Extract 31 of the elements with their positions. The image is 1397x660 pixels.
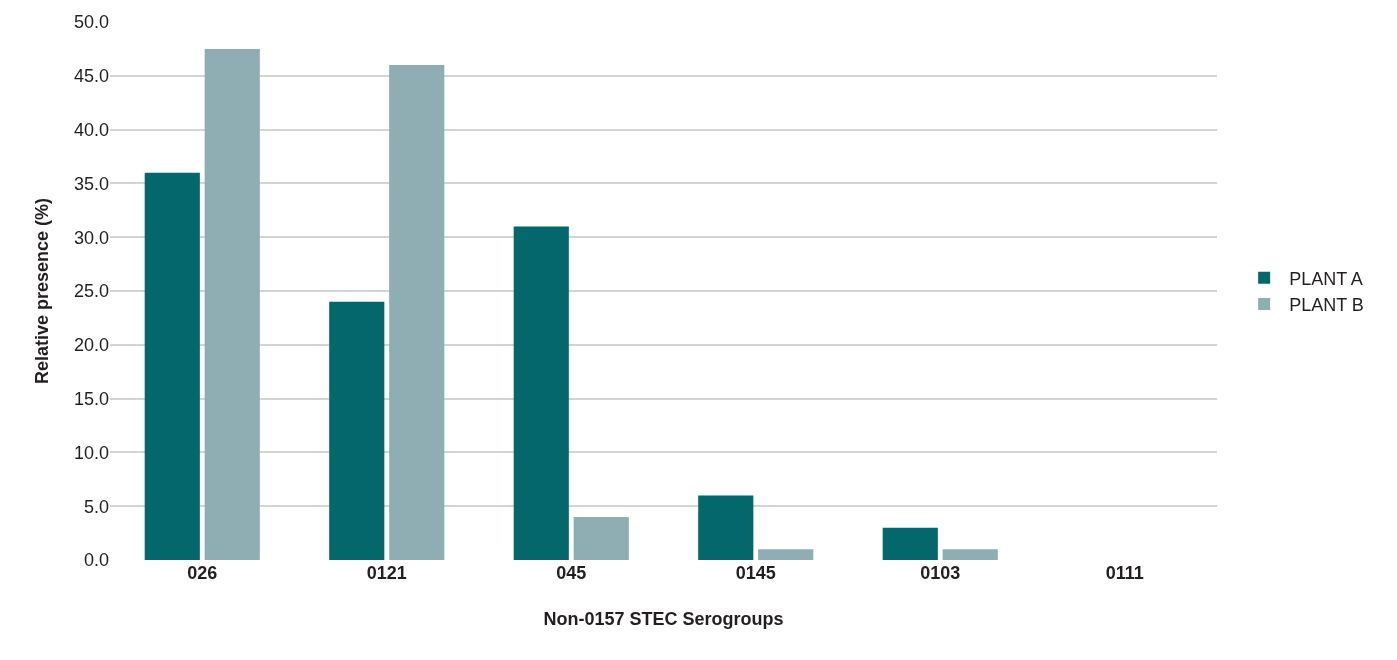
legend-label: PLANT B (1289, 295, 1364, 316)
y-tick-label: 20.0 (73, 335, 109, 356)
y-tick-label: 50.0 (73, 12, 109, 33)
y-tick-label: 0.0 (83, 550, 109, 571)
bar (513, 226, 569, 560)
x-tick-label: 0121 (366, 563, 407, 583)
y-tick-label: 40.0 (73, 119, 109, 140)
y-tick-label: 15.0 (73, 388, 109, 409)
bar (573, 516, 629, 560)
bar (389, 65, 445, 560)
x-tick-label: 0111 (1105, 563, 1144, 583)
x-tick-label: 045 (556, 563, 587, 583)
y-tick-label: 30.0 (73, 227, 109, 248)
x-tick-label: 026 (187, 563, 218, 583)
y-tick-label: 10.0 (73, 442, 109, 463)
x-tick-label: 0145 (735, 563, 776, 583)
bar (758, 549, 814, 560)
y-tick-label: 25.0 (73, 281, 109, 302)
bar (882, 527, 938, 560)
bar (698, 495, 754, 560)
bar (329, 301, 385, 560)
y-tick-label: 35.0 (73, 173, 109, 194)
y-tick-label: 5.0 (83, 496, 109, 517)
y-axis-title: Relative presence (%) (32, 197, 53, 385)
x-tick-label: 0103 (920, 563, 961, 583)
bar (144, 172, 200, 560)
y-tick-label: 45.0 (73, 66, 109, 87)
bar (942, 549, 998, 560)
legend-label: PLANT A (1289, 268, 1363, 289)
x-axis-title: Non-0157 STEC Serogroups (543, 609, 784, 630)
bar (204, 48, 260, 560)
